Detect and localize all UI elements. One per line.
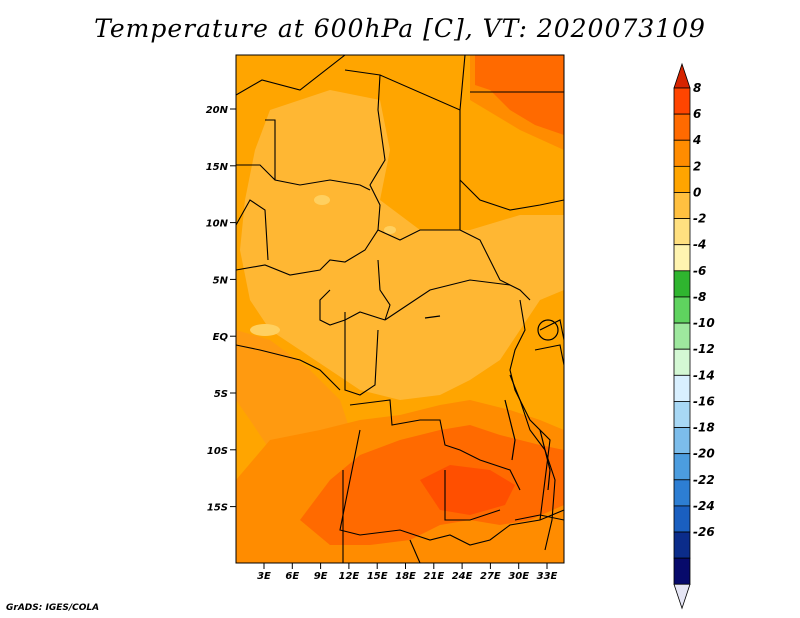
field-central-cool	[240, 90, 564, 400]
colorbar-segment	[673, 401, 691, 428]
colorbar-label: -14	[693, 368, 715, 382]
temperature-field	[236, 55, 564, 563]
field-patch-2	[314, 195, 330, 205]
colorbar-bottom-arrow	[673, 583, 691, 610]
border-17	[539, 319, 564, 341]
colorbar-label: -6	[693, 264, 706, 278]
colorbar-label: -22	[693, 473, 715, 487]
border-11	[459, 179, 564, 211]
border-9	[236, 229, 460, 276]
colorbar-segment	[673, 427, 691, 455]
lake-tanganyika	[504, 399, 516, 461]
field-patch-3	[384, 226, 396, 234]
colorbar-segment	[673, 322, 691, 350]
colorbar-segment	[673, 348, 691, 376]
lon-label: 18E	[395, 571, 416, 582]
colorbar-top-arrow	[673, 62, 691, 89]
map-title: Temperature at 600hPa [C], VT: 202007310…	[94, 14, 706, 43]
colorbar-segment	[673, 557, 691, 585]
colorbar-label: -12	[693, 342, 715, 356]
river-1	[424, 315, 441, 319]
colorbar-label: 2	[693, 159, 701, 173]
lon-label: 21E	[423, 571, 444, 582]
colorbar-segment	[673, 218, 691, 246]
colorbar-segment	[673, 531, 691, 559]
lat-label: 15S	[207, 503, 228, 514]
border-2	[344, 55, 466, 111]
lat-label: EQ	[213, 332, 229, 343]
colorbar-segment	[673, 113, 691, 141]
lat-label: 10N	[206, 219, 229, 230]
border-25	[514, 514, 564, 521]
colorbar-segment	[673, 374, 691, 402]
lat-axis: 20N 15N 10N 5N EQ 5S 10S 15S	[206, 105, 236, 514]
lat-label: 5N	[213, 275, 229, 286]
colorbar-label: -4	[693, 238, 706, 252]
border-5	[369, 74, 386, 231]
colorbar-label: -16	[693, 394, 715, 408]
colorbar-label: -2	[693, 212, 706, 226]
lon-label: 33E	[537, 571, 558, 582]
grads-credit: GrADS: IGES/COLA	[6, 603, 100, 613]
lat-label: 20N	[206, 105, 229, 116]
colorbar-segment	[673, 479, 691, 507]
lat-label: 15N	[206, 162, 229, 173]
border-6	[236, 164, 371, 191]
border-8	[236, 199, 269, 261]
lat-label: 10S	[207, 446, 228, 457]
colorbar-segment	[673, 505, 691, 533]
border-13	[319, 289, 386, 326]
colorbar-label: -8	[693, 290, 706, 304]
border-12	[377, 259, 391, 321]
colorbar-label: -26	[693, 525, 715, 539]
border-19	[349, 399, 521, 491]
colorbar-label: -24	[693, 499, 715, 513]
border-14	[344, 312, 379, 396]
field-ne-hot	[475, 55, 564, 135]
border-20	[339, 429, 564, 546]
colorbar-label: -20	[693, 447, 715, 461]
border-10	[459, 229, 531, 301]
lon-label: 3E	[257, 571, 271, 582]
colorbar-label: 6	[693, 107, 701, 121]
lon-axis: 3E 6E 9E 12E 15E 18E 21E 24E 27E 30E 33E	[257, 563, 558, 582]
border-21	[444, 470, 501, 521]
colorbar-segment	[673, 296, 691, 324]
border-18	[534, 344, 564, 366]
colorbar-segment	[673, 192, 691, 219]
lon-label: 15E	[367, 571, 388, 582]
colorbar-label: 8	[693, 81, 701, 95]
colorbar-segment	[673, 87, 691, 115]
border-16	[509, 299, 551, 521]
border-1	[236, 55, 346, 96]
border-15	[384, 279, 511, 321]
lake-malawi	[539, 429, 551, 491]
lon-label: 9E	[314, 571, 328, 582]
colorbar-segment	[673, 244, 691, 272]
colorbar-label: 0	[693, 185, 701, 199]
map-frame	[235, 54, 565, 564]
colorbar-label: -18	[693, 421, 715, 435]
field-patch-1	[250, 324, 280, 336]
lon-label: 24E	[452, 571, 473, 582]
colorbar-segment	[673, 270, 691, 298]
lon-label: 30E	[508, 571, 529, 582]
lakes	[424, 315, 559, 491]
lon-label: 6E	[285, 571, 299, 582]
colorbar-segment	[673, 165, 691, 193]
field-south-max	[420, 465, 515, 515]
lon-label: 27E	[480, 571, 501, 582]
colorbar: 8 6 4 2 0 -2 -4 -6 -8 -10 -12 -14 -16 -18 -20 -22 -24 -26	[673, 62, 715, 610]
colorbar-segment	[673, 453, 691, 481]
border-7	[265, 119, 276, 180]
colorbar-segment	[673, 139, 691, 167]
lon-label: 12E	[339, 571, 360, 582]
border-23	[409, 539, 421, 563]
coast-1	[236, 344, 341, 391]
lat-label: 5S	[214, 389, 228, 400]
colorbar-label: -10	[693, 316, 715, 330]
colorbar-label: 4	[692, 133, 701, 147]
lake-victoria	[537, 319, 559, 341]
